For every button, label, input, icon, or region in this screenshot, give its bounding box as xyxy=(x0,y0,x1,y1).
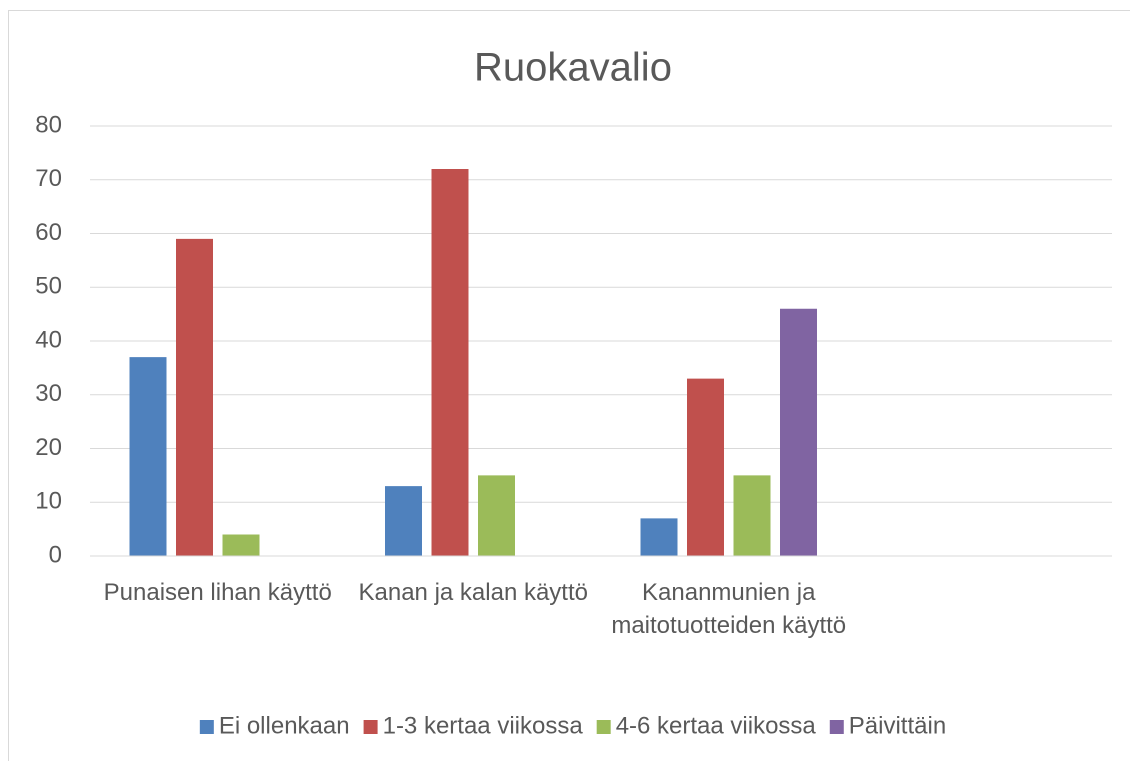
bar xyxy=(687,378,724,556)
legend-label: 1-3 kertaa viikossa xyxy=(383,712,584,739)
y-tick-label: 10 xyxy=(35,488,62,515)
legend-label: 4-6 kertaa viikossa xyxy=(616,712,817,739)
x-tick-label: Punaisen lihan käyttö xyxy=(104,579,332,606)
bar xyxy=(129,357,167,556)
bar xyxy=(176,238,213,556)
y-tick-label: 60 xyxy=(35,219,62,246)
x-tick-label: Kananmunien ja maitotuotteiden käyttö xyxy=(611,579,846,639)
legend-swatch xyxy=(199,720,214,734)
bar xyxy=(640,518,678,556)
y-tick-label: 0 xyxy=(49,541,62,568)
y-tick-label: 70 xyxy=(35,165,62,192)
bar xyxy=(431,169,469,556)
y-tick-label: 30 xyxy=(35,380,62,407)
legend-swatch xyxy=(363,720,378,734)
legend-swatch xyxy=(596,720,611,734)
y-tick-label: 40 xyxy=(35,326,62,353)
x-tick-label-line: Kanan ja kalan käyttö xyxy=(359,579,589,606)
x-tick-label: Kanan ja kalan käyttö xyxy=(359,579,589,606)
bar xyxy=(478,475,515,556)
legend-swatch xyxy=(829,720,844,734)
legend-label: Ei ollenkaan xyxy=(219,712,350,739)
y-tick-label: 80 xyxy=(35,111,62,138)
x-tick-label-line: Kananmunien ja xyxy=(642,579,816,606)
chart-title: Ruokavalio xyxy=(474,46,672,90)
bar xyxy=(385,486,422,556)
bar xyxy=(780,308,817,556)
y-tick-label: 50 xyxy=(35,273,62,300)
x-tick-label-line: Punaisen lihan käyttö xyxy=(104,579,332,606)
y-tick-label: 20 xyxy=(35,434,62,461)
bar xyxy=(222,534,260,556)
x-tick-label-line: maitotuotteiden käyttö xyxy=(611,612,846,639)
bar xyxy=(733,475,771,556)
legend-label: Päivittäin xyxy=(849,712,946,739)
